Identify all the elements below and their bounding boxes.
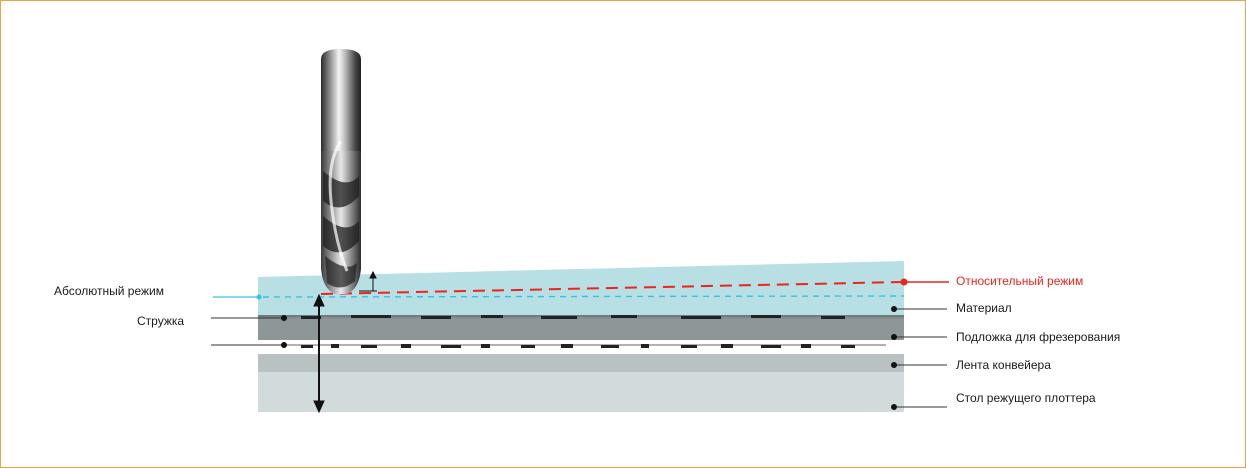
- absolute-mode-line: [262, 295, 905, 298]
- chips-band-bottom: [258, 340, 904, 354]
- milling-cutter-icon: [321, 49, 361, 294]
- right-dots: [891, 306, 897, 410]
- conveyor-belt-layer: [258, 354, 904, 372]
- chips-label: Стружка: [137, 314, 185, 328]
- right-leaders: [895, 308, 947, 408]
- milling-underlay-label: Подложка для фрезерования: [956, 330, 1121, 344]
- milling-underlay-layer: [258, 319, 904, 341]
- relative-mode-label: Относительный режим: [956, 274, 1084, 288]
- cutter-table-label: Стол режущего плоттера: [956, 391, 1096, 405]
- lift-arrow: [359, 270, 377, 292]
- relative-mode-dot: [900, 278, 908, 286]
- absolute-mode-dot: [256, 294, 262, 300]
- material-layer: [258, 261, 904, 317]
- chips-leaders: [211, 317, 283, 346]
- absolute-mode-label: Абсолютный режим: [54, 284, 165, 298]
- chips-leader-dots: [281, 315, 287, 348]
- chips-dots: [286, 315, 886, 348]
- relative-mode-line: [320, 281, 905, 295]
- material-label: Материал: [956, 301, 1012, 315]
- conveyor-belt-label: Лента конвейера: [956, 358, 1051, 372]
- cutter-table-layer: [258, 372, 904, 412]
- depth-arrow: [313, 293, 325, 414]
- chips-band-top: [258, 315, 904, 320]
